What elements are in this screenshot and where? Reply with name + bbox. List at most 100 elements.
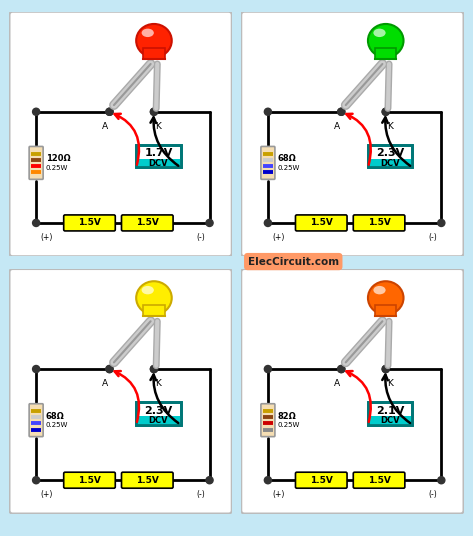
Ellipse shape bbox=[136, 281, 172, 315]
Ellipse shape bbox=[373, 28, 385, 37]
Text: (+): (+) bbox=[41, 233, 53, 242]
Text: 2.1V: 2.1V bbox=[376, 406, 404, 415]
Circle shape bbox=[438, 477, 445, 484]
Circle shape bbox=[382, 366, 389, 373]
Circle shape bbox=[382, 366, 389, 373]
Text: (+): (+) bbox=[272, 490, 285, 499]
FancyBboxPatch shape bbox=[296, 472, 347, 488]
Text: 68Ω: 68Ω bbox=[45, 412, 64, 421]
Text: 0.25W: 0.25W bbox=[45, 165, 68, 171]
FancyBboxPatch shape bbox=[64, 215, 115, 231]
Text: DCV: DCV bbox=[380, 416, 400, 425]
Bar bbox=[368, 403, 412, 425]
Text: 0.25W: 0.25W bbox=[277, 165, 300, 171]
Bar bbox=[136, 403, 181, 425]
Bar bbox=[368, 145, 412, 167]
Text: 1.5V: 1.5V bbox=[310, 476, 333, 485]
Circle shape bbox=[264, 108, 272, 115]
Circle shape bbox=[33, 108, 40, 115]
Ellipse shape bbox=[368, 24, 403, 57]
Ellipse shape bbox=[368, 281, 403, 315]
Text: 1.5V: 1.5V bbox=[78, 219, 101, 227]
Text: 82Ω: 82Ω bbox=[277, 412, 296, 421]
Circle shape bbox=[150, 108, 158, 115]
Circle shape bbox=[264, 219, 272, 227]
FancyBboxPatch shape bbox=[241, 12, 464, 256]
Text: (-): (-) bbox=[196, 233, 205, 242]
Text: DCV: DCV bbox=[149, 159, 168, 168]
Circle shape bbox=[33, 366, 40, 373]
Text: A: A bbox=[334, 379, 340, 388]
FancyBboxPatch shape bbox=[261, 146, 275, 180]
Bar bbox=[136, 145, 181, 167]
Circle shape bbox=[338, 366, 345, 373]
FancyBboxPatch shape bbox=[9, 269, 232, 513]
Bar bbox=[136, 159, 181, 167]
FancyBboxPatch shape bbox=[9, 12, 232, 256]
Text: 1.5V: 1.5V bbox=[136, 219, 159, 227]
Circle shape bbox=[106, 108, 113, 115]
Bar bbox=[136, 403, 181, 425]
Circle shape bbox=[264, 477, 272, 484]
Circle shape bbox=[338, 108, 345, 115]
FancyBboxPatch shape bbox=[261, 404, 275, 437]
Text: 120Ω: 120Ω bbox=[45, 154, 70, 163]
FancyBboxPatch shape bbox=[241, 269, 464, 513]
Circle shape bbox=[33, 477, 40, 484]
Text: A: A bbox=[102, 379, 108, 388]
Circle shape bbox=[150, 366, 158, 373]
Text: K: K bbox=[387, 122, 393, 131]
Text: 0.25W: 0.25W bbox=[45, 422, 68, 428]
Circle shape bbox=[106, 366, 113, 373]
Text: K: K bbox=[156, 379, 161, 388]
Circle shape bbox=[338, 108, 345, 115]
Text: 2.3V: 2.3V bbox=[144, 406, 173, 415]
Text: 1.5V: 1.5V bbox=[136, 476, 159, 485]
Text: 0.25W: 0.25W bbox=[277, 422, 300, 428]
Text: DCV: DCV bbox=[380, 159, 400, 168]
FancyBboxPatch shape bbox=[29, 146, 43, 180]
Text: DCV: DCV bbox=[149, 416, 168, 425]
FancyBboxPatch shape bbox=[353, 472, 405, 488]
Text: K: K bbox=[156, 122, 161, 131]
Ellipse shape bbox=[136, 24, 172, 57]
Text: (-): (-) bbox=[428, 233, 437, 242]
Ellipse shape bbox=[141, 28, 154, 37]
Text: 68Ω: 68Ω bbox=[277, 154, 296, 163]
Text: 2.3V: 2.3V bbox=[376, 148, 404, 158]
Bar bbox=[368, 145, 412, 167]
Circle shape bbox=[206, 477, 213, 484]
Circle shape bbox=[438, 219, 445, 227]
Bar bbox=[375, 48, 396, 59]
Circle shape bbox=[206, 219, 213, 227]
Bar bbox=[368, 416, 412, 425]
Circle shape bbox=[33, 219, 40, 227]
Circle shape bbox=[264, 366, 272, 373]
FancyBboxPatch shape bbox=[296, 215, 347, 231]
Text: ElecCircuit.com: ElecCircuit.com bbox=[248, 257, 339, 266]
FancyBboxPatch shape bbox=[64, 472, 115, 488]
Circle shape bbox=[382, 108, 389, 115]
FancyBboxPatch shape bbox=[122, 472, 173, 488]
Text: K: K bbox=[387, 379, 393, 388]
Text: 1.5V: 1.5V bbox=[78, 476, 101, 485]
Bar bbox=[143, 48, 165, 59]
Ellipse shape bbox=[373, 286, 385, 294]
FancyBboxPatch shape bbox=[353, 215, 405, 231]
Bar bbox=[368, 403, 412, 425]
Text: 1.5V: 1.5V bbox=[368, 476, 391, 485]
Text: 1.5V: 1.5V bbox=[310, 219, 333, 227]
Bar bbox=[368, 159, 412, 167]
Ellipse shape bbox=[141, 286, 154, 294]
Text: (+): (+) bbox=[272, 233, 285, 242]
FancyBboxPatch shape bbox=[122, 215, 173, 231]
Bar bbox=[375, 305, 396, 316]
Text: (+): (+) bbox=[41, 490, 53, 499]
FancyBboxPatch shape bbox=[29, 404, 43, 437]
Bar bbox=[143, 305, 165, 316]
Text: A: A bbox=[102, 122, 108, 131]
Circle shape bbox=[150, 108, 158, 115]
Circle shape bbox=[338, 366, 345, 373]
Circle shape bbox=[382, 108, 389, 115]
Text: 1.7V: 1.7V bbox=[144, 148, 173, 158]
